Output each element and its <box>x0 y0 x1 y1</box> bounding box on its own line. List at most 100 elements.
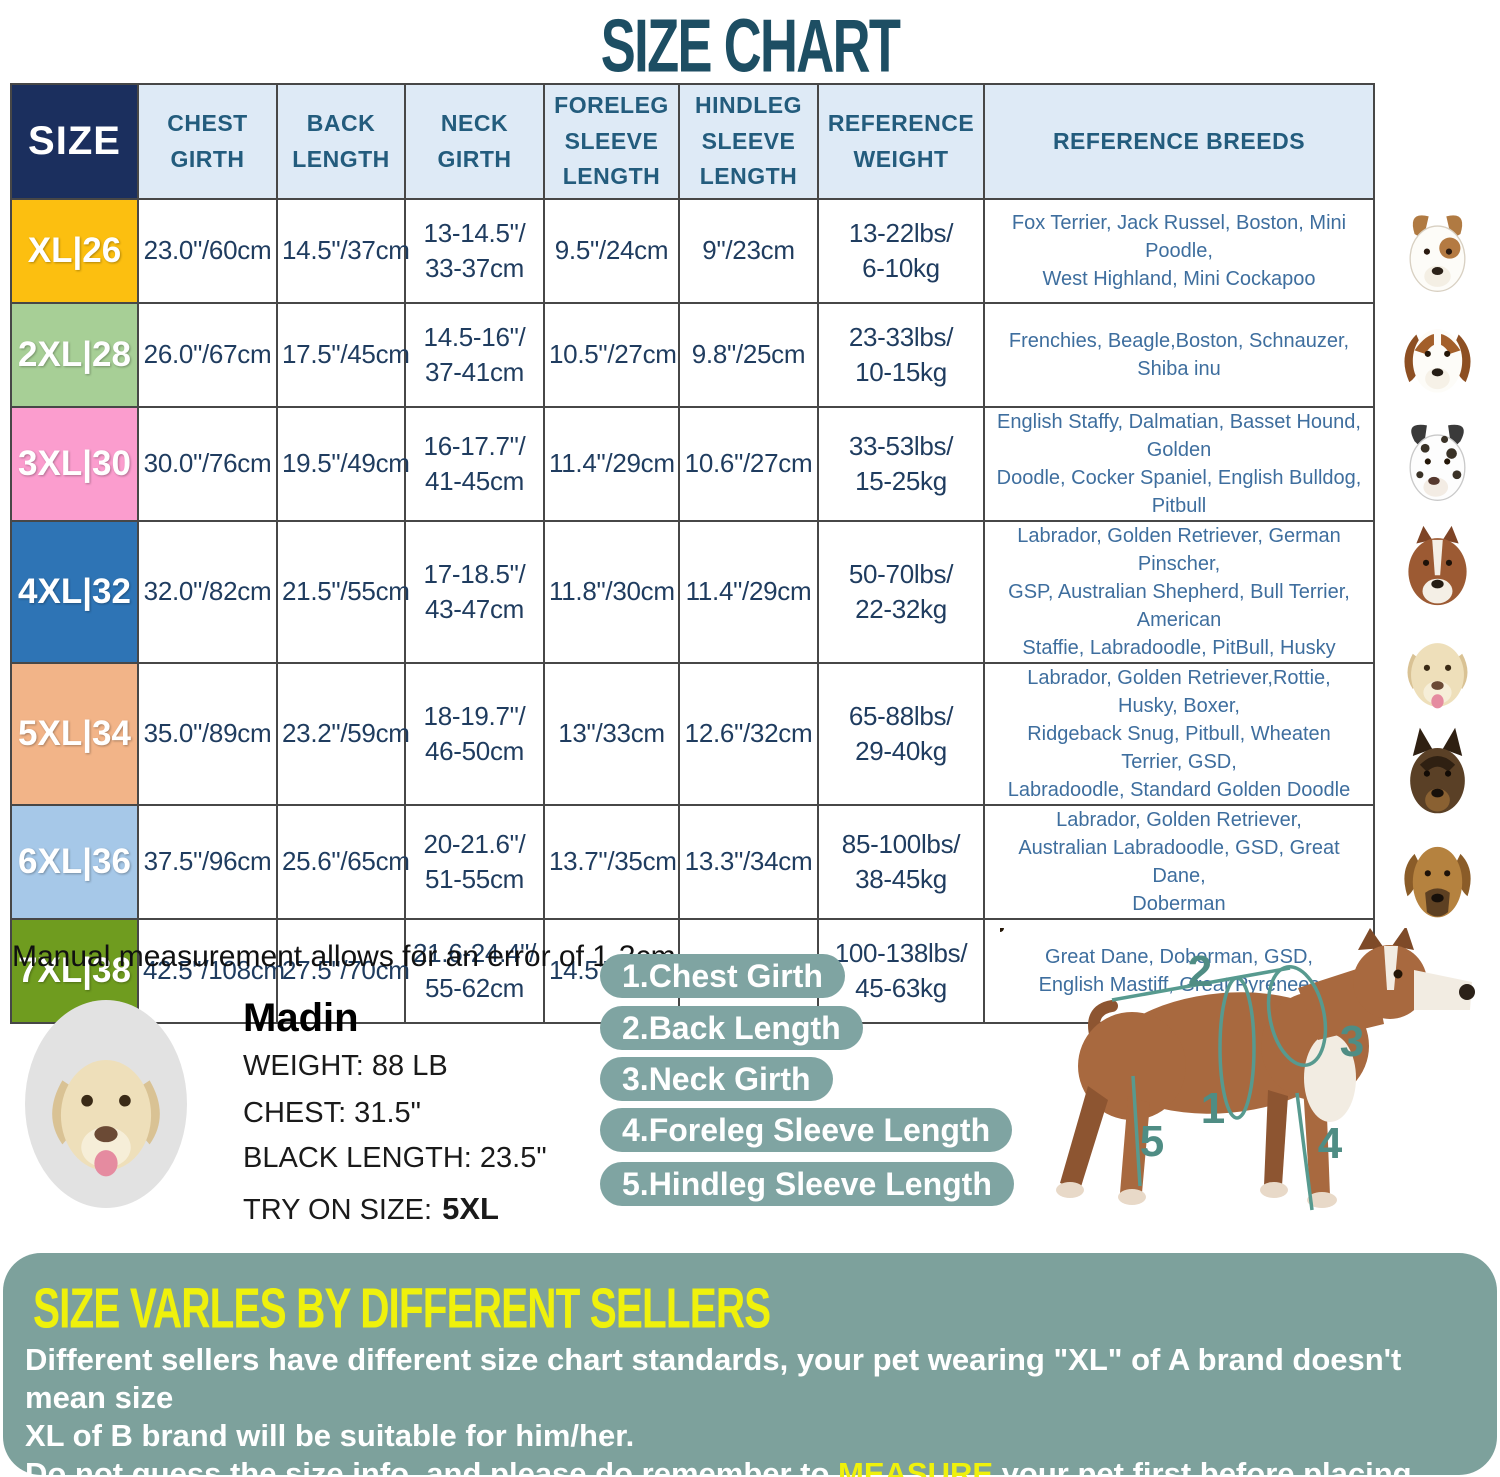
neck-cell: 21.6-24.4"/ 55-62cm <box>404 918 545 1024</box>
breeds-cell: English Staffy, Dalmatian, Basset Hound,… <box>983 406 1375 522</box>
german-shepherd-photo <box>1390 726 1485 823</box>
foreleg-cell: 13.7"/35cm <box>543 804 680 920</box>
american-staffie-photo <box>1390 517 1485 614</box>
labrador-photo <box>1390 622 1485 719</box>
table-row: 7XL|38 42.5"/108cm 27.5"/70cm 21.6-24.4"… <box>10 918 1375 1024</box>
chest-cell: 30.0"/76cm <box>137 406 278 522</box>
header-reference-weight: REFERENCE WEIGHT <box>817 83 985 200</box>
size-cell-4xl: 4XL|32 <box>10 520 139 664</box>
hindleg-cell: 9.8"/25cm <box>678 302 819 408</box>
diagram-number-neck: 3 <box>1340 1017 1364 1066</box>
warning-body: Different sellers have different size ch… <box>25 1341 1485 1477</box>
foreleg-cell: 9.5"/24cm <box>543 198 680 304</box>
example-weight: WEIGHT: 88 LB <box>243 1050 448 1082</box>
size-cell-6xl: 6XL|36 <box>10 804 139 920</box>
chest-cell: 42.5"/108cm <box>137 918 285 1024</box>
diagram-number-back: 2 <box>1188 947 1212 996</box>
breeds-cell: Frenchies, Beagle,Boston, Schnauzer, Shi… <box>983 302 1375 408</box>
diagram-number-hindleg: 5 <box>1140 1117 1164 1166</box>
back-cell: 19.5"/49cm <box>276 406 410 522</box>
size-table: SIZE CHEST GIRTH BACK LENGTH NECK GIRTH … <box>10 83 1375 1024</box>
neck-cell: 13-14.5"/ 33-37cm <box>404 198 545 304</box>
weight-cell: 50-70lbs/ 22-32kg <box>817 520 985 664</box>
table-header-row: SIZE CHEST GIRTH BACK LENGTH NECK GIRTH … <box>10 83 1375 200</box>
hindleg-cell: 10.6"/27cm <box>678 406 819 522</box>
page-title: SIZE CHART <box>600 3 901 89</box>
warning-line-3: Do not guess the size info, and please d… <box>25 1455 1485 1477</box>
neck-cell: 16-17.7"/ 41-45cm <box>404 406 545 522</box>
legend-foreleg-sleeve-length: 4.Foreleg Sleeve Length <box>600 1108 1013 1152</box>
try-on-size-value: 5XL <box>442 1191 499 1226</box>
table-row: 5XL|34 35.0"/89cm 23.2"/59cm 18-19.7"/ 4… <box>10 662 1375 806</box>
header-neck-girth: NECK GIRTH <box>404 83 545 200</box>
foreleg-cell: 11.4"/29cm <box>543 406 680 522</box>
table-row: 3XL|30 30.0"/76cm 19.5"/49cm 16-17.7"/ 4… <box>10 406 1375 522</box>
warning-heading-wrap: SIZE VARLES BY DIFFERENT SELLERS <box>33 1275 871 1339</box>
warning-heading: SIZE VARLES BY DIFFERENT SELLERS <box>33 1276 771 1340</box>
header-back-length: BACK LENGTH <box>276 83 406 200</box>
weight-cell: 65-88lbs/ 29-40kg <box>817 662 985 806</box>
chest-cell: 32.0"/82cm <box>137 520 278 664</box>
example-try-on-size: TRY ON SIZE: 5XL <box>243 1191 499 1227</box>
size-cell-2xl: 2XL|28 <box>10 302 139 408</box>
header-foreleg-sleeve: FORELEG SLEEVE LENGTH <box>543 83 680 200</box>
breeds-cell: Labrador, Golden Retriever, German Pinsc… <box>983 520 1375 664</box>
measurement-note: Manual measurement allows for an error o… <box>12 940 676 973</box>
jack-russell-photo <box>1390 204 1485 301</box>
weight-cell: 13-22lbs/ 6-10kg <box>817 198 985 304</box>
hindleg-cell: 13.3"/34cm <box>678 804 819 920</box>
back-cell: 14.5"/37cm <box>276 198 410 304</box>
weight-cell: 33-53lbs/ 15-25kg <box>817 406 985 522</box>
warning-line-2: XL of B brand will be suitable for him/h… <box>25 1418 635 1453</box>
foreleg-cell: 13"/33cm <box>543 662 680 806</box>
warning-line-3-post: your pet first before placing order. <box>1001 1456 1412 1477</box>
neck-cell: 14.5-16"/ 37-41cm <box>404 302 545 408</box>
header-hindleg-sleeve: HINDLEG SLEEVE LENGTH <box>678 83 819 200</box>
legend-back-length: 2.Back Length <box>600 1006 863 1050</box>
legend-neck-girth: 3.Neck Girth <box>600 1057 833 1101</box>
legend-chest-girth: 1.Chest Girth <box>600 954 845 998</box>
diagram-number-foreleg: 4 <box>1318 1119 1343 1168</box>
chest-cell: 26.0"/67cm <box>137 302 278 408</box>
chest-cell: 35.0"/89cm <box>137 662 278 806</box>
labrador-example-photo <box>25 1000 187 1208</box>
size-cell-3xl: 3XL|30 <box>10 406 139 522</box>
header-reference-breeds: REFERENCE BREEDS <box>983 83 1375 200</box>
back-cell: 23.2"/59cm <box>276 662 410 806</box>
warning-line-3-pre: Do not guess the size info, and please d… <box>25 1456 839 1477</box>
legend-hindleg-sleeve-length: 5.Hindleg Sleeve Length <box>600 1162 1014 1206</box>
back-cell: 17.5"/45cm <box>276 302 410 408</box>
size-cell-7xl: 7XL|38 <box>10 918 139 1024</box>
neck-cell: 18-19.7"/ 46-50cm <box>404 662 545 806</box>
hindleg-cell: 11.4"/29cm <box>678 520 819 664</box>
header-size: SIZE <box>10 83 139 200</box>
dalmatian-photo <box>1390 413 1485 510</box>
example-back-length: BLACK LENGTH: 23.5" <box>243 1142 547 1174</box>
hindleg-cell: 9"/23cm <box>678 198 819 304</box>
foreleg-cell: 11.8"/30cm <box>543 520 680 664</box>
table-row: 2XL|28 26.0"/67cm 17.5"/45cm 14.5-16"/ 3… <box>10 302 1375 408</box>
table-row: 6XL|36 37.5"/96cm 25.6"/65cm 20-21.6"/ 5… <box>10 804 1375 920</box>
warning-measure-highlight: MEASURE <box>838 1456 994 1477</box>
size-cell-xl: XL|26 <box>10 198 139 304</box>
chest-cell: 23.0"/60cm <box>137 198 278 304</box>
measuring-diagram: 2 1 3 4 5 <box>996 924 1500 1263</box>
beagle-photo <box>1390 308 1485 405</box>
back-cell: 21.5"/55cm <box>276 520 410 664</box>
example-chest: CHEST: 31.5" <box>243 1097 421 1129</box>
hindleg-cell: 12.6"/32cm <box>678 662 819 806</box>
size-warning-panel: SIZE VARLES BY DIFFERENT SELLERS Differe… <box>3 1253 1497 1477</box>
foreleg-cell: 10.5"/27cm <box>543 302 680 408</box>
table-row: XL|26 23.0"/60cm 14.5"/37cm 13-14.5"/ 33… <box>10 198 1375 304</box>
neck-cell: 20-21.6"/ 51-55cm <box>404 804 545 920</box>
diagram-number-chest: 1 <box>1201 1084 1225 1133</box>
try-on-label: TRY ON SIZE: <box>243 1194 433 1226</box>
warning-line-1: Different sellers have different size ch… <box>25 1342 1402 1415</box>
weight-cell: 85-100lbs/ 38-45kg <box>817 804 985 920</box>
breeds-cell: Fox Terrier, Jack Russel, Boston, Mini P… <box>983 198 1375 304</box>
size-cell-5xl: 5XL|34 <box>10 662 139 806</box>
table-row: 4XL|32 32.0"/82cm 21.5"/55cm 17-18.5"/ 4… <box>10 520 1375 664</box>
great-dane-photo <box>1390 831 1485 928</box>
header-chest-girth: CHEST GIRTH <box>137 83 278 200</box>
